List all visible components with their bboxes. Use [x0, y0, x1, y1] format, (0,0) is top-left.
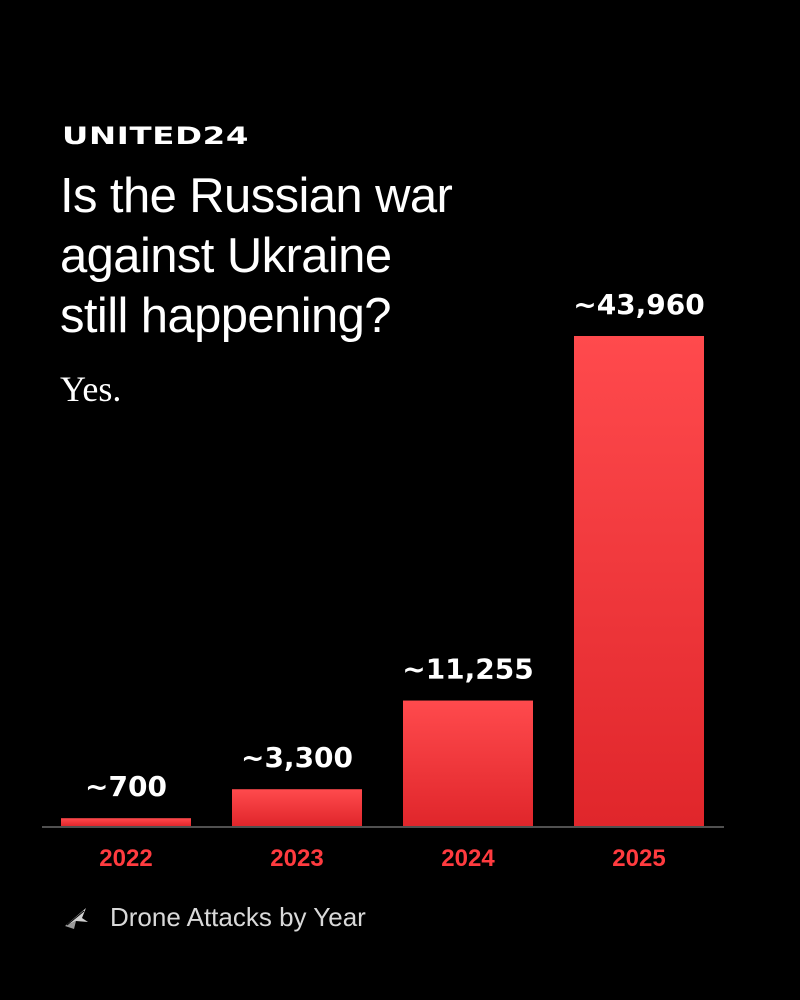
- bar-2025: [574, 336, 704, 826]
- drone-icon: [62, 904, 90, 932]
- bar-2023: [232, 789, 362, 826]
- bar-2024: [403, 700, 533, 826]
- headline: Is the Russian war against Ukraine still…: [60, 166, 530, 346]
- year-label-2022: 2022: [99, 845, 152, 872]
- chart-legend: Drone Attacks by Year: [62, 902, 366, 933]
- headline-line-1: Is the Russian war: [60, 169, 453, 223]
- headline-line-3: still happening?: [60, 289, 392, 343]
- year-label-2025: 2025: [612, 845, 665, 872]
- brand-logo: UNITED24: [62, 122, 250, 150]
- value-label-2024: ~11,255: [402, 653, 534, 686]
- year-label-2024: 2024: [441, 845, 495, 872]
- value-label-2022: ~700: [85, 770, 167, 803]
- bar-2022: [61, 818, 191, 826]
- headline-line-2: against Ukraine: [60, 229, 392, 283]
- answer-text: Yes.: [60, 369, 122, 409]
- value-label-2025: ~43,960: [573, 288, 705, 321]
- year-label-2023: 2023: [270, 845, 323, 872]
- legend-label: Drone Attacks by Year: [110, 902, 366, 932]
- value-label-2023: ~3,300: [241, 741, 353, 774]
